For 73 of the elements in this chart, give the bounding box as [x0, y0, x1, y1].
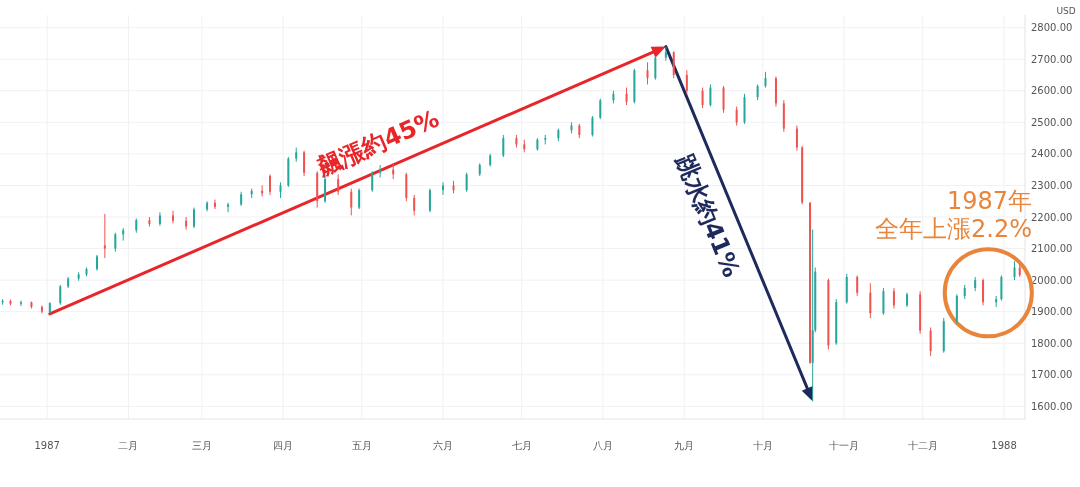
candlestick [405, 172, 408, 202]
x-tick-label: 九月 [674, 440, 695, 451]
candlestick [213, 199, 216, 210]
annotation: 跳水約41% [669, 150, 746, 282]
y-axis-title: USD [1056, 6, 1076, 16]
candlestick [442, 181, 445, 196]
candlestick [465, 172, 468, 193]
y-tick-label: 1600.00 [1031, 400, 1073, 412]
x-tick-label: 1987 [34, 440, 60, 451]
candlestick [19, 300, 22, 307]
x-tick-label: 1988 [991, 440, 1017, 451]
candlestick [303, 150, 306, 177]
annotation: 全年上漲2.2% [875, 215, 1032, 244]
y-tick-label: 2800.00 [1031, 22, 1073, 34]
candlestick [664, 46, 667, 62]
candlestick [358, 188, 361, 210]
candlestick [350, 188, 353, 216]
y-tick-label: 1900.00 [1031, 306, 1073, 318]
x-tick-label: 二月 [118, 440, 139, 451]
candlestick [502, 134, 505, 158]
y-tick-label: 1700.00 [1031, 369, 1073, 381]
candlestick [882, 287, 885, 316]
candlestick [929, 326, 932, 357]
candlestick [114, 232, 117, 253]
candlestick [856, 274, 859, 297]
candlestick [185, 216, 188, 231]
candlestick [379, 164, 382, 179]
x-tick-label: 八月 [592, 440, 613, 451]
y-tick-label: 2100.00 [1031, 243, 1073, 255]
candlestick [654, 55, 657, 81]
candlestick [413, 194, 416, 216]
candlestick [722, 85, 725, 114]
candlestick [646, 61, 649, 85]
candlestick [192, 207, 195, 229]
candlestick [685, 69, 688, 95]
candlestick [95, 254, 98, 272]
y-tick-label: 2700.00 [1031, 53, 1073, 65]
x-tick-label: 四月 [273, 440, 294, 451]
candlestick [103, 213, 106, 259]
y-tick-label: 2000.00 [1031, 274, 1073, 286]
x-tick-label: 五月 [351, 440, 372, 451]
candlestick [892, 287, 895, 310]
x-tick-label: 三月 [191, 440, 212, 451]
y-tick-label: 2500.00 [1031, 116, 1073, 128]
candlestick [709, 83, 712, 108]
candlestick [1000, 274, 1003, 302]
annotation: 1987年 [946, 187, 1032, 216]
candlestick [982, 278, 985, 306]
candlestick [428, 188, 431, 213]
candlestick [591, 115, 594, 138]
x-tick-label: 十二月 [907, 440, 938, 451]
candlestick [172, 210, 175, 224]
annotation: 飆漲約45% [312, 104, 444, 183]
candlestick [795, 124, 798, 152]
x-tick-label: 十月 [752, 440, 773, 451]
candlestick [1013, 260, 1016, 281]
x-tick-label: 十一月 [829, 440, 860, 451]
y-tick-label: 2300.00 [1031, 179, 1073, 191]
candlestick [227, 202, 230, 213]
candlestick [269, 173, 272, 196]
x-tick-label: 六月 [433, 440, 454, 451]
candlestick [869, 282, 872, 319]
candlestick [701, 87, 704, 109]
candlestick [599, 98, 602, 120]
y-tick-label: 1800.00 [1031, 337, 1073, 349]
candlestick [371, 170, 374, 193]
y-tick-label: 2200.00 [1031, 211, 1073, 223]
candlestick [672, 50, 675, 79]
y-tick-label: 2600.00 [1031, 85, 1073, 97]
y-tick-label: 2400.00 [1031, 148, 1073, 160]
candlestick [59, 284, 62, 306]
x-tick-label: 七月 [511, 440, 532, 451]
candlestick [735, 106, 738, 126]
